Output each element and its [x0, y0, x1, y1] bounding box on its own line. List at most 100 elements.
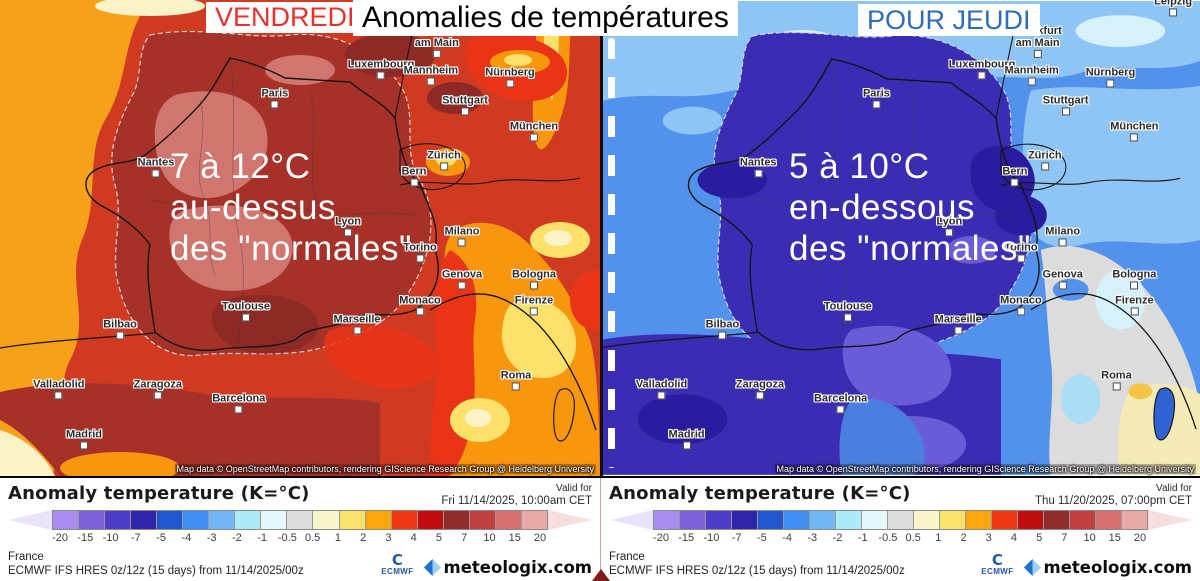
meteologix-kite-icon [423, 558, 441, 577]
city-label: Marseille [935, 314, 982, 335]
banner-title: Anomalies de températures [353, 0, 738, 36]
colorbar-segment [468, 511, 495, 529]
colorbar-segment [416, 511, 443, 529]
colorbar-left-arrow [609, 510, 653, 530]
colorbar-segment [364, 511, 391, 529]
valid-for-label: Valid for [556, 483, 592, 494]
city-marker [755, 391, 764, 400]
city-label: München [1110, 121, 1158, 142]
city-marker [234, 405, 243, 414]
city-marker [1169, 8, 1178, 17]
valid-datetime: Fri 11/14/2025, 10:00am CET [441, 495, 592, 507]
city-label: Bologna [512, 268, 556, 290]
colorbar-tick-label: -1 [257, 532, 267, 544]
region-label: France [8, 551, 44, 563]
city-label: Nürnberg [485, 66, 535, 88]
colorbar-segment [1121, 511, 1147, 529]
city-marker [153, 391, 162, 400]
colorbar-tick-label: -4 [181, 532, 192, 544]
colorbar-tick-label: -10 [102, 532, 119, 544]
colorbar-segment [861, 511, 887, 529]
city-marker [1016, 307, 1025, 316]
city-marker [718, 331, 727, 340]
city-label: Luxembourg [348, 59, 414, 80]
legend-friday: Anomaly temperature (K=°C) Valid for Fri… [0, 478, 600, 581]
colorbar-segment [260, 511, 287, 529]
city-marker [152, 168, 160, 177]
city-label: Nürnberg [1086, 66, 1135, 88]
meteologix-kite-icon [1023, 558, 1041, 577]
city-marker [353, 326, 361, 335]
colorbar-tick-label: 15 [1108, 532, 1121, 544]
model-info: France ECMWF IFS HRES 0z/12z (15 days) f… [609, 550, 905, 578]
city-marker [1058, 281, 1067, 290]
colorbar-tick-label: 15 [508, 532, 521, 544]
meteologix-logo: meteologix.com [1023, 558, 1192, 577]
colorbar-tick-label: -20 [52, 532, 68, 544]
colorbar-segment [234, 511, 261, 529]
colorbar-tick-label: -7 [731, 532, 742, 544]
colorbar-tick-label: -5 [756, 532, 767, 544]
anomaly-annotation-friday: 7 à 12°C au-dessus des "normales" [170, 147, 412, 268]
city-marker [530, 133, 538, 142]
city-label: Roma [501, 369, 531, 391]
colorbar-segment [104, 511, 131, 529]
anomaly-map-warm [0, 0, 600, 476]
colorbar-segment [442, 511, 469, 529]
colorbar-right-arrow [548, 510, 592, 530]
region-label: France [609, 551, 645, 563]
colorbar-tick-label: -0.5 [878, 532, 898, 544]
colorbar-tick-label: -2 [231, 532, 242, 544]
colorbar-segment [286, 511, 313, 529]
colorbar-tick-label: 5 [435, 532, 442, 544]
city-marker [377, 71, 385, 80]
colorbar-segment [887, 511, 913, 529]
city-label: Paris [261, 87, 288, 109]
colorbar-right-arrow [1148, 510, 1192, 530]
colorbar-segment [78, 511, 105, 529]
city-label: Zürich [427, 149, 461, 171]
city-marker [954, 326, 963, 335]
brand-label: meteologix.com [443, 558, 592, 577]
colorbar-segment [130, 511, 157, 529]
colorbar-segment [520, 511, 547, 529]
city-label: Madrid [66, 429, 102, 450]
city-marker [1130, 133, 1139, 142]
colorbar-segment [809, 511, 835, 529]
colorbar-tick-label: 1 [935, 532, 942, 544]
maps-row: LeipzigFrankfurt am MainLuxembourgMannhe… [0, 0, 1200, 478]
legend-divider-line [600, 478, 601, 581]
city-marker [1130, 307, 1139, 316]
city-label: Genova [442, 268, 482, 290]
city-label: Stuttgart [442, 95, 488, 116]
colorbar-tick-label: -7 [130, 532, 141, 544]
city-label: Stuttgart [1043, 95, 1089, 116]
valid-for-label: Valid for [1156, 483, 1192, 494]
colorbar-segment [1069, 511, 1095, 529]
city-marker [1061, 107, 1070, 116]
colorbar-segment [913, 511, 939, 529]
colorbar-tick-label: -5 [156, 532, 166, 544]
colorbar-tick-label: 2 [960, 532, 967, 544]
city-marker [457, 281, 466, 290]
city-label: Milano [1045, 225, 1080, 247]
colorbar-tick-label: 4 [1010, 532, 1017, 544]
model-line: ECMWF IFS HRES 0z/12z (15 days) from 11/… [8, 565, 304, 577]
colorbar-segment [1043, 511, 1069, 529]
city-marker [460, 107, 469, 116]
colorbar-segment [991, 511, 1017, 529]
city-label: Zürich [1028, 149, 1062, 171]
city-marker [657, 391, 666, 400]
colorbar-segment [1017, 511, 1043, 529]
colorbar-tick-label: 10 [483, 532, 496, 544]
city-label: Monaco [399, 294, 441, 316]
colorbar-tick-label: 3 [385, 532, 392, 544]
colorbar-tick-label: 0.5 [905, 532, 921, 544]
city-label: Mannheim [404, 65, 458, 86]
colorbar-segment [939, 511, 965, 529]
city-label: Bilbao [103, 318, 137, 340]
colorbar-segment [156, 511, 183, 529]
colorbar-tick-label: -4 [782, 532, 792, 544]
colorbar-tick-label: 4 [410, 532, 417, 544]
colorbar-tick-label: -15 [77, 532, 94, 544]
